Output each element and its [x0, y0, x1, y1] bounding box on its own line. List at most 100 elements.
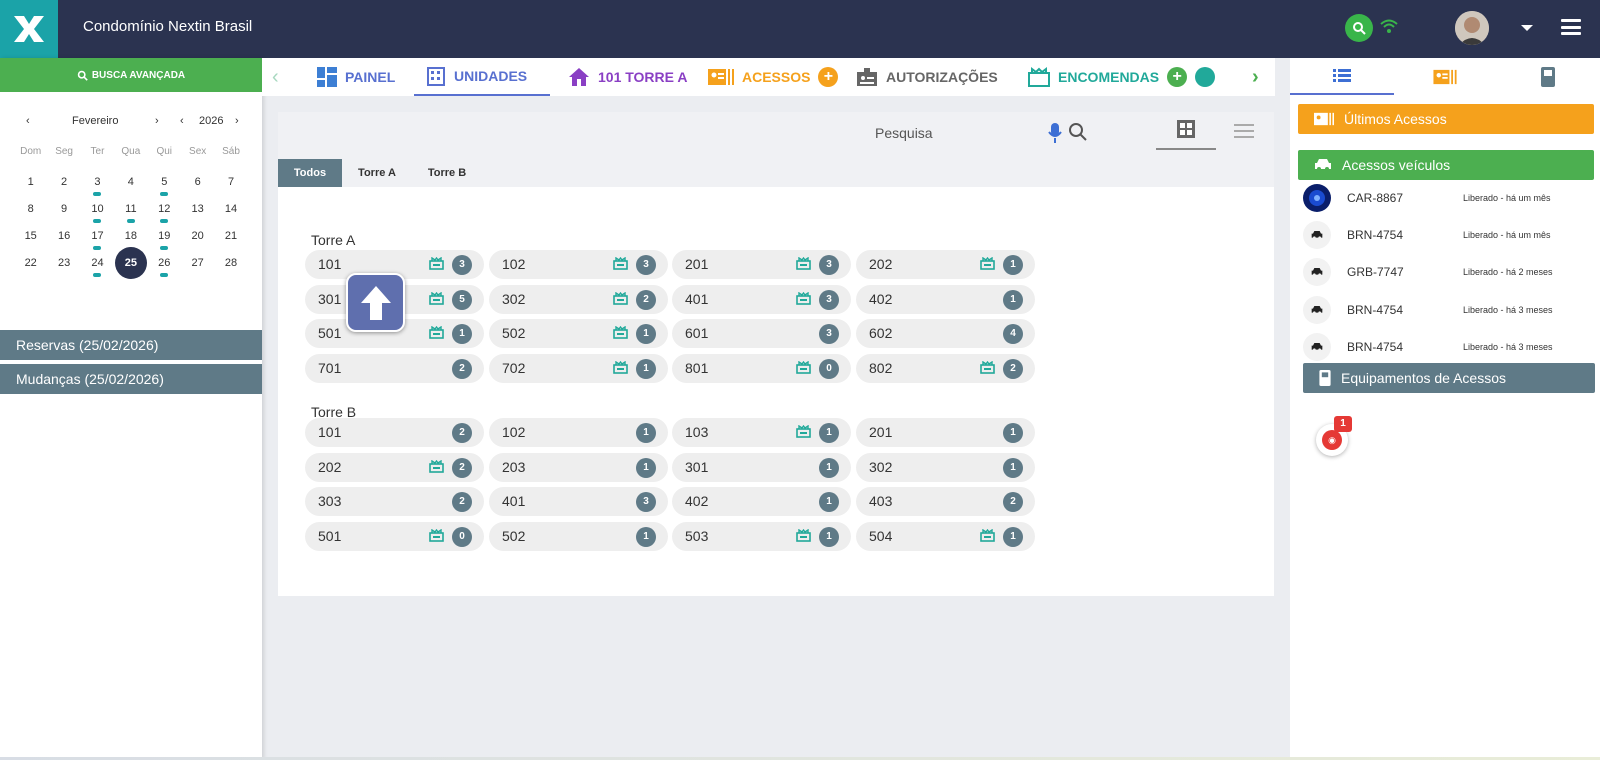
calendar-day[interactable]: 11 [114, 199, 147, 226]
tab-access-cards[interactable] [1393, 58, 1497, 95]
access-row[interactable]: BRN-4754 Liberado - há 3 meses [1303, 332, 1593, 361]
calendar-day[interactable]: 27 [181, 253, 214, 280]
calendar-day[interactable]: 28 [214, 253, 247, 280]
prev-year-button[interactable]: ‹ [180, 115, 184, 127]
calendar-day[interactable]: 2 [47, 172, 80, 199]
add-package-icon[interactable]: + [1167, 67, 1188, 87]
unit-chip[interactable]: 601 3 [672, 319, 851, 348]
unit-chip[interactable]: 202 2 [305, 452, 484, 482]
tab-unidades[interactable]: UNIDADES [414, 58, 550, 96]
calendar-day[interactable]: 10 [81, 199, 114, 226]
list-view-icon[interactable] [1234, 124, 1254, 142]
unit-chip[interactable]: 702 1 [489, 353, 668, 383]
unit-chip[interactable]: 301 1 [672, 452, 851, 482]
calendar-day[interactable]: 12 [148, 199, 181, 226]
calendar-day[interactable]: 23 [47, 253, 80, 280]
nextin-logo[interactable] [0, 0, 58, 58]
unit-chip[interactable]: 302 1 [856, 452, 1035, 482]
acessos-veiculos-bar[interactable]: Acessos veículos [1298, 150, 1594, 180]
unit-chip[interactable]: 201 3 [672, 250, 851, 279]
access-row[interactable]: BRN-4754 Liberado - há 3 meses [1303, 295, 1593, 324]
equipamentos-bar[interactable]: Equipamentos de Acessos [1303, 363, 1595, 393]
reservas-bar[interactable]: Reservas (25/02/2026) [0, 330, 262, 360]
tab-devices[interactable] [1496, 58, 1600, 95]
mudancas-bar[interactable]: Mudanças (25/02/2026) [0, 364, 262, 394]
unit-chip[interactable]: 201 1 [856, 418, 1035, 447]
grid-view-icon[interactable] [1156, 120, 1216, 150]
filter-todos[interactable]: Todos [278, 159, 342, 187]
calendar-day[interactable]: 8 [14, 199, 47, 226]
access-row[interactable]: GRB-7747 Liberado - há 2 meses [1303, 258, 1593, 287]
access-row[interactable]: CAR-8867 Liberado - há um mês [1303, 184, 1593, 212]
calendar-day[interactable]: 7 [214, 172, 247, 199]
tab-encomendas[interactable]: ENCOMENDAS + [1028, 58, 1216, 96]
unit-chip[interactable]: 602 4 [856, 319, 1035, 348]
calendar-day[interactable]: 19 [148, 226, 181, 253]
unit-chip[interactable]: 102 1 [489, 418, 668, 447]
unit-chip[interactable]: 302 2 [489, 284, 668, 314]
unit-chip[interactable]: 403 2 [856, 487, 1035, 516]
unit-chip[interactable]: 303 2 [305, 487, 484, 516]
calendar-day[interactable]: 21 [214, 226, 247, 253]
unit-chip[interactable]: 701 2 [305, 353, 484, 383]
calendar-day[interactable]: 5 [148, 172, 181, 199]
advanced-search-button[interactable]: BUSCA AVANÇADA [0, 58, 262, 92]
user-avatar[interactable] [1455, 11, 1489, 45]
unit-chip[interactable]: 501 0 [305, 521, 484, 551]
search-icon[interactable] [1345, 14, 1373, 42]
calendar-day[interactable]: 15 [14, 226, 47, 253]
unit-chip[interactable]: 101 2 [305, 418, 484, 447]
unit-chip[interactable]: 203 1 [489, 452, 668, 482]
tab-autorizacoes[interactable]: AUTORIZAÇÕES [856, 58, 998, 96]
calendar-day[interactable]: 9 [47, 199, 80, 226]
calendar-day[interactable]: 16 [47, 226, 80, 253]
calendar-day[interactable]: 1 [14, 172, 47, 199]
unit-chip[interactable]: 503 1 [672, 521, 851, 551]
calendar-day[interactable]: 14 [214, 199, 247, 226]
unit-chip[interactable]: 402 1 [672, 487, 851, 516]
calendar-day[interactable]: 13 [181, 199, 214, 226]
calendar-day[interactable]: 17 [81, 226, 114, 253]
next-year-button[interactable]: › [235, 115, 239, 127]
hamburger-menu-icon[interactable] [1561, 19, 1581, 35]
calendar-day[interactable]: 4 [114, 172, 147, 199]
calendar-day[interactable]: 3 [81, 172, 114, 199]
chevron-right-icon[interactable]: › [1252, 66, 1259, 88]
chevron-down-icon[interactable] [1521, 25, 1533, 31]
calendar-day[interactable]: 20 [181, 226, 214, 253]
search-input[interactable]: Pesquisa [875, 125, 933, 141]
unit-chip[interactable]: 202 1 [856, 250, 1035, 279]
calendar-day[interactable]: 24 [81, 253, 114, 280]
unit-chip[interactable]: 401 3 [489, 487, 668, 516]
unit-chip[interactable]: 401 3 [672, 284, 851, 314]
access-row[interactable]: BRN-4754 Liberado - há um mês [1303, 221, 1593, 250]
filter-torre-b[interactable]: Torre B [427, 167, 467, 179]
calendar-day-today[interactable]: 25 [114, 247, 147, 280]
condo-name[interactable]: Condomínio Nextin Brasil [83, 18, 253, 35]
tab-painel[interactable]: PAINEL [317, 58, 395, 96]
calendar-day[interactable]: 22 [14, 253, 47, 280]
access-device-button[interactable]: ◉ 1 [1316, 416, 1352, 456]
unit-chip[interactable]: 103 1 [672, 418, 851, 447]
next-month-button[interactable]: › [155, 115, 159, 127]
filter-torre-a[interactable]: Torre A [358, 167, 396, 179]
tab-unit-101[interactable]: 101 TORRE A [568, 58, 687, 96]
tab-acessos[interactable]: ACESSOS + [708, 58, 839, 96]
unit-chip[interactable]: 102 3 [489, 250, 668, 279]
unit-chip[interactable]: 802 2 [856, 353, 1035, 383]
unit-chip[interactable]: 502 1 [489, 521, 668, 551]
search-icon[interactable] [1068, 122, 1088, 147]
add-access-icon[interactable]: + [818, 67, 839, 87]
calendar-day[interactable]: 6 [181, 172, 214, 199]
chevron-left-icon[interactable]: ‹ [272, 66, 279, 88]
tab-list-view[interactable] [1290, 58, 1394, 95]
calendar-day[interactable]: 18 [114, 226, 147, 253]
unit-chip[interactable]: 504 1 [856, 521, 1035, 551]
unit-chip[interactable]: 402 1 [856, 284, 1035, 314]
calendar-day[interactable]: 26 [148, 253, 181, 280]
unit-chip[interactable]: 801 0 [672, 353, 851, 383]
unit-chip[interactable]: 502 1 [489, 319, 668, 348]
microphone-icon[interactable] [1048, 122, 1062, 149]
more-tab-icon[interactable] [1195, 67, 1216, 87]
scroll-up-button[interactable] [346, 273, 405, 332]
